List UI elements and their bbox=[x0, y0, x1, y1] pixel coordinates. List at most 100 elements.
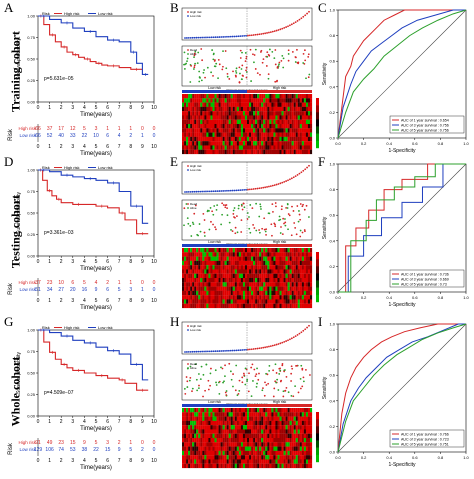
heatmap-cell bbox=[251, 248, 254, 253]
heatmap-cell bbox=[277, 94, 280, 99]
heatmap-cell bbox=[214, 124, 217, 129]
survival-point-alive bbox=[215, 62, 218, 65]
risk-score-point-low bbox=[203, 350, 205, 353]
risk-score-point-high bbox=[275, 29, 278, 32]
heatmap-cell bbox=[295, 420, 298, 426]
heatmap-cell bbox=[275, 149, 278, 155]
heatmap-cell bbox=[249, 111, 252, 116]
heatmap-cell bbox=[222, 265, 225, 270]
risk-score-point-low bbox=[201, 36, 204, 39]
heatmap-cell bbox=[277, 265, 280, 270]
heatmap-cell bbox=[204, 256, 207, 261]
heatmap-cell bbox=[202, 119, 205, 125]
survival-point-alive bbox=[259, 205, 262, 208]
heatmap-cell bbox=[249, 412, 252, 417]
heatmap-cell bbox=[188, 248, 191, 253]
heatmap-cell bbox=[291, 149, 294, 155]
heatmap-cell bbox=[220, 463, 223, 469]
heatmap-cell bbox=[214, 145, 217, 150]
survival-point-alive bbox=[254, 48, 257, 51]
heatmap-cell bbox=[267, 94, 270, 99]
heatmap-cell bbox=[196, 149, 199, 155]
heatmap-cell bbox=[277, 106, 280, 112]
heatmap-cell bbox=[271, 124, 274, 129]
heatmap-cell bbox=[220, 265, 223, 270]
heatmap-cell bbox=[287, 303, 290, 309]
heatmap-cell bbox=[228, 98, 231, 103]
heatmap-cell bbox=[253, 145, 256, 150]
heatmap-cell bbox=[200, 132, 203, 137]
heatmap-cell bbox=[255, 295, 258, 300]
heatmap-cell bbox=[182, 425, 185, 430]
heatmap-cell bbox=[184, 455, 187, 460]
heatmap-cell bbox=[244, 248, 248, 253]
heatmap-cell bbox=[184, 269, 187, 274]
heatmap-cell bbox=[220, 416, 223, 421]
heatmap-cell bbox=[289, 269, 292, 274]
survival-point-alive bbox=[194, 363, 197, 366]
heatmap-cell bbox=[208, 145, 211, 150]
heatmap-cell bbox=[234, 252, 237, 257]
heatmap-cell bbox=[295, 260, 298, 266]
heatmap-cell bbox=[293, 455, 296, 460]
heatmap-cell bbox=[277, 282, 280, 287]
heatmap-cell bbox=[263, 102, 266, 107]
heatmap-cell bbox=[281, 94, 284, 99]
heatmap-cell bbox=[271, 433, 274, 439]
heatmap-cell bbox=[301, 412, 304, 417]
heatmap-cell bbox=[186, 111, 189, 116]
heatmap-cell bbox=[202, 433, 205, 439]
heatmap-cell bbox=[307, 106, 311, 112]
heatmap-cell bbox=[259, 278, 262, 283]
heatmap-cell bbox=[238, 132, 242, 137]
heatmap-cell bbox=[255, 412, 258, 417]
risk-score-point-high bbox=[269, 31, 272, 34]
survival-point-dead bbox=[274, 225, 277, 228]
km-y-tick-label: 0.50 bbox=[27, 211, 36, 216]
risk-score-point-low bbox=[224, 349, 226, 352]
heatmap-cell bbox=[299, 149, 302, 155]
heatmap-cell bbox=[253, 256, 256, 261]
heatmap-cell bbox=[291, 94, 294, 99]
heatmap-cell bbox=[251, 420, 254, 426]
risk-score-point-high bbox=[264, 346, 267, 349]
roc-y-axis-label: Sensitivity bbox=[322, 216, 328, 239]
heatmap-cell bbox=[291, 442, 294, 447]
km-legend-high-label: High risk bbox=[64, 11, 80, 16]
heatmap-cell bbox=[253, 420, 256, 426]
risk-table-x-tick-label: 8 bbox=[129, 144, 132, 150]
survival-point-dead bbox=[186, 380, 189, 383]
heatmap-cell bbox=[206, 446, 209, 451]
heatmap-cell bbox=[182, 132, 185, 137]
heatmap-cell bbox=[212, 149, 215, 155]
heatmap-cell bbox=[269, 446, 272, 451]
status-legend-dead-swatch bbox=[187, 49, 189, 51]
risk-score-point-low bbox=[187, 351, 190, 353]
survival-point-alive bbox=[183, 51, 186, 54]
heatmap-cell bbox=[297, 446, 300, 451]
panel-letter-b: B bbox=[170, 0, 179, 15]
heatmap-cell bbox=[293, 408, 296, 413]
heatmap-cell bbox=[184, 416, 187, 421]
heatmap-cell bbox=[202, 98, 205, 103]
risk-table-count: 91 bbox=[35, 440, 41, 446]
heatmap-cell bbox=[289, 98, 292, 103]
heatmap-cell bbox=[297, 303, 300, 309]
heatmap-cell bbox=[186, 433, 189, 439]
km-x-tick-label: 4 bbox=[83, 259, 86, 265]
heatmap-cell bbox=[297, 128, 300, 133]
heatmap-cell bbox=[186, 295, 189, 300]
heatmap-cell bbox=[267, 446, 270, 451]
heatmap-cell bbox=[232, 455, 235, 460]
survival-point-dead bbox=[291, 205, 293, 208]
heatmap-cell bbox=[210, 442, 213, 447]
heatmap-cell bbox=[249, 450, 252, 456]
survival-point-dead bbox=[302, 52, 305, 55]
heatmap-cell bbox=[285, 273, 288, 279]
survival-point-alive bbox=[202, 373, 205, 376]
heatmap-cell bbox=[295, 429, 298, 434]
heatmap-cell bbox=[232, 463, 235, 469]
survival-point-alive bbox=[196, 389, 199, 392]
heatmap-cell bbox=[204, 128, 207, 133]
survival-point-alive bbox=[196, 62, 199, 64]
